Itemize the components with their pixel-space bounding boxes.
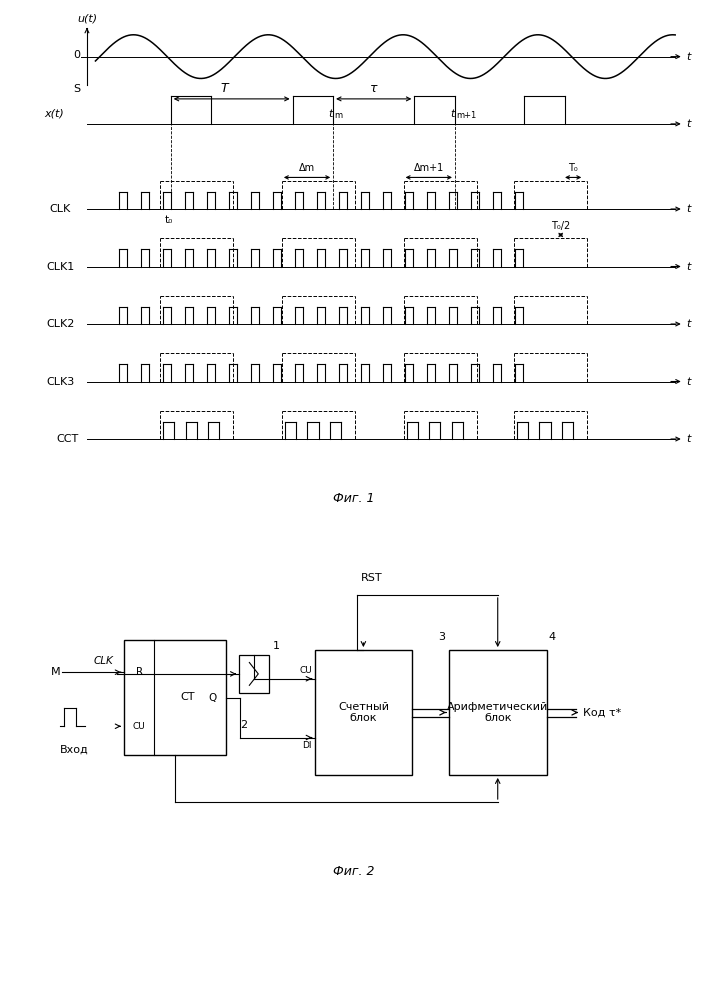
Text: 2: 2 <box>240 720 247 730</box>
Text: Фиг. 2: Фиг. 2 <box>333 865 374 878</box>
Text: t: t <box>686 119 691 129</box>
Text: CT: CT <box>180 692 194 702</box>
Text: Вход: Вход <box>60 744 89 754</box>
Text: CU: CU <box>299 666 312 675</box>
Text: t: t <box>328 109 332 119</box>
Text: CLK1: CLK1 <box>46 261 74 271</box>
Text: x(t): x(t) <box>45 109 64 119</box>
Text: Фиг. 1: Фиг. 1 <box>333 492 374 505</box>
Text: 4: 4 <box>549 632 556 642</box>
Text: CCT: CCT <box>56 434 78 444</box>
Text: u(t): u(t) <box>77 13 97 23</box>
Text: S: S <box>73 84 80 94</box>
Text: Q: Q <box>209 692 217 702</box>
Bar <box>239 655 269 693</box>
Bar <box>315 650 412 775</box>
Text: Счетный
блок: Счетный блок <box>338 702 389 723</box>
Text: M: M <box>50 667 60 677</box>
Text: T₀/2: T₀/2 <box>551 221 571 231</box>
Text: DI: DI <box>303 740 312 750</box>
Text: t: t <box>686 377 691 387</box>
Text: R: R <box>136 667 143 677</box>
Text: T₀: T₀ <box>568 163 578 173</box>
Text: t: t <box>686 261 691 271</box>
Bar <box>124 640 226 755</box>
Text: τ: τ <box>370 82 378 95</box>
Text: 0: 0 <box>73 50 80 60</box>
Text: Δm: Δm <box>299 163 315 173</box>
Text: CLK: CLK <box>93 656 113 666</box>
Text: CU: CU <box>133 722 146 731</box>
Text: m: m <box>334 111 343 120</box>
Text: m+1: m+1 <box>456 111 477 120</box>
Text: t: t <box>686 319 691 329</box>
Text: Δm+1: Δm+1 <box>414 163 444 173</box>
Text: T: T <box>221 82 228 95</box>
Text: t: t <box>450 109 454 119</box>
Text: t₀: t₀ <box>165 215 173 225</box>
Text: 1: 1 <box>273 641 280 651</box>
Text: CLK2: CLK2 <box>46 319 74 329</box>
Text: t: t <box>686 52 691 62</box>
Text: 3: 3 <box>438 632 445 642</box>
Text: t: t <box>686 434 691 444</box>
Bar <box>449 650 547 775</box>
Text: RST: RST <box>361 573 382 583</box>
Text: t: t <box>686 204 691 214</box>
Text: CLK3: CLK3 <box>46 377 74 387</box>
Text: CLK: CLK <box>49 204 71 214</box>
Text: Код τ*: Код τ* <box>583 708 621 718</box>
Text: Арифметический
блок: Арифметический блок <box>447 702 549 723</box>
